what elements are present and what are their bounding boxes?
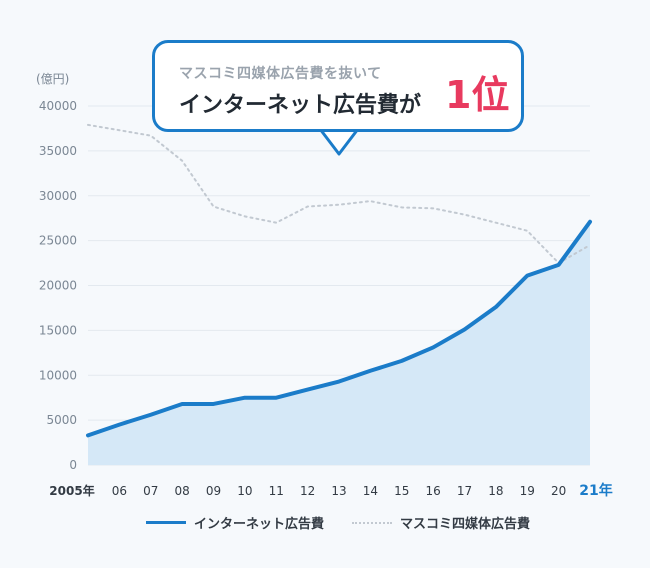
legend-label-mass-media: マスコミ四媒体広告費 <box>400 517 531 532</box>
x-tick-label: 07 <box>143 484 158 498</box>
callout-pointer <box>318 128 360 156</box>
x-tick-label: 21年 <box>579 482 612 499</box>
y-tick-label: 40000 <box>39 99 77 113</box>
y-tick-label: 35000 <box>39 144 77 158</box>
y-tick-label: 15000 <box>39 323 77 337</box>
y-tick-label: 5000 <box>46 413 77 427</box>
x-tick-label: 08 <box>174 484 189 498</box>
callout-headline: インターネット広告費が <box>179 93 422 118</box>
x-tick-label: 2005年 <box>49 483 94 498</box>
x-tick-label: 09 <box>206 484 221 498</box>
x-tick-label: 16 <box>425 484 440 498</box>
chart-legend: インターネット広告費 マスコミ四媒体広告費 <box>0 513 650 533</box>
x-tick-label: 11 <box>269 484 284 498</box>
legend-label-internet: インターネット広告費 <box>194 517 325 532</box>
y-axis-unit-label: (億円) <box>36 72 70 86</box>
x-tick-label: 13 <box>331 484 346 498</box>
x-tick-label: 15 <box>394 484 409 498</box>
callout-rank: 1位 <box>445 73 510 117</box>
y-tick-label: 20000 <box>39 279 77 293</box>
legend-item-internet: インターネット広告費 <box>146 513 324 532</box>
x-tick-label: 06 <box>112 484 127 498</box>
legend-item-mass-media: マスコミ四媒体広告費 <box>352 513 530 532</box>
x-tick-label: 17 <box>457 484 472 498</box>
callout-subtitle: マスコミ四媒体広告費を抜いて <box>179 66 382 82</box>
y-tick-label: 30000 <box>39 189 77 203</box>
y-tick-label: 0 <box>69 458 77 472</box>
mass-media-line <box>87 123 591 265</box>
y-tick-label: 25000 <box>39 234 77 248</box>
x-tick-label: 20 <box>551 484 566 498</box>
callout-bubble: マスコミ四媒体広告費を抜いて インターネット広告費が 1位 <box>152 40 524 132</box>
x-tick-label: 10 <box>237 484 252 498</box>
x-tick-label: 12 <box>300 484 315 498</box>
x-tick-label: 14 <box>363 484 378 498</box>
legend-solid-line-swatch <box>146 521 186 524</box>
legend-dotted-line-swatch <box>352 521 392 524</box>
x-tick-label: 19 <box>520 484 535 498</box>
internet-line <box>86 219 592 438</box>
x-tick-label: 18 <box>488 484 503 498</box>
y-tick-label: 10000 <box>39 368 77 382</box>
internet-area-fill <box>88 221 590 465</box>
